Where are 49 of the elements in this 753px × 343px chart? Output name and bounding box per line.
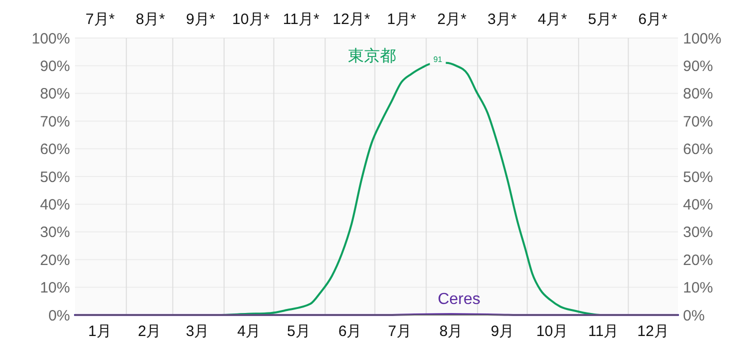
x-tick-label: 7月 xyxy=(388,323,412,340)
text: 12月* xyxy=(332,11,370,28)
y2-tick-label: 40% xyxy=(683,196,714,214)
x-tick-label: 11月 xyxy=(588,323,619,340)
y2-tick-label: 70% xyxy=(683,113,714,130)
x-tick-label: 9月 xyxy=(490,323,514,340)
y-tick-label: 100% xyxy=(32,30,70,48)
y-tick-label: 70% xyxy=(40,113,70,130)
y-tick-label: 30% xyxy=(40,224,70,242)
series-label: Ceres xyxy=(438,291,480,308)
text: 4月* xyxy=(538,11,568,28)
y2-tick-label: 90% xyxy=(683,58,714,75)
x-tick-label: 2月 xyxy=(138,323,162,340)
x-tick-label: 10月 xyxy=(536,323,568,340)
series-label: 東京都 xyxy=(348,46,396,65)
x-tick-label: 12月 xyxy=(637,323,669,340)
text: 11月* xyxy=(282,11,320,28)
y2-tick-label: 0% xyxy=(683,307,705,324)
y2-tick-label: 20% xyxy=(683,252,714,269)
x-tick-label: 6月 xyxy=(338,323,362,340)
text: 3月* xyxy=(488,11,517,28)
y2-tick-label: 10% xyxy=(683,280,714,297)
y-tick-label: 90% xyxy=(40,58,70,75)
text: 9月* xyxy=(186,11,216,28)
x-tick-label: 3月 xyxy=(186,323,210,340)
y-tick-label: 10% xyxy=(40,280,70,297)
y2-tick-label: 50% xyxy=(683,168,714,186)
y2-tick-label: 100% xyxy=(683,30,722,48)
y-tick-label: 0% xyxy=(48,307,70,324)
y-tick-label: 60% xyxy=(40,141,70,158)
y-tick-label: 80% xyxy=(40,86,70,103)
y2-tick-label: 60% xyxy=(683,141,714,158)
x-tick-label: 1月 xyxy=(88,323,112,340)
annotation: 91 xyxy=(433,54,443,64)
text: 8月* xyxy=(136,11,166,28)
x-tick-label: 4月 xyxy=(237,323,261,340)
x-tick-label: 8月 xyxy=(439,323,463,340)
y-tick-label: 50% xyxy=(40,168,70,186)
y2-tick-label: 80% xyxy=(683,86,714,103)
y2-tick-label: 30% xyxy=(683,224,714,242)
text: 1月* xyxy=(387,11,416,28)
text: 5月* xyxy=(588,11,618,28)
y-tick-label: 20% xyxy=(40,252,70,269)
text: 10月* xyxy=(232,11,270,28)
text: 7月* xyxy=(86,11,115,28)
text: 2月* xyxy=(437,11,467,28)
y-tick-label: 40% xyxy=(40,196,70,214)
x-tick-label: 5月 xyxy=(286,323,310,340)
text: 6月* xyxy=(638,11,668,28)
